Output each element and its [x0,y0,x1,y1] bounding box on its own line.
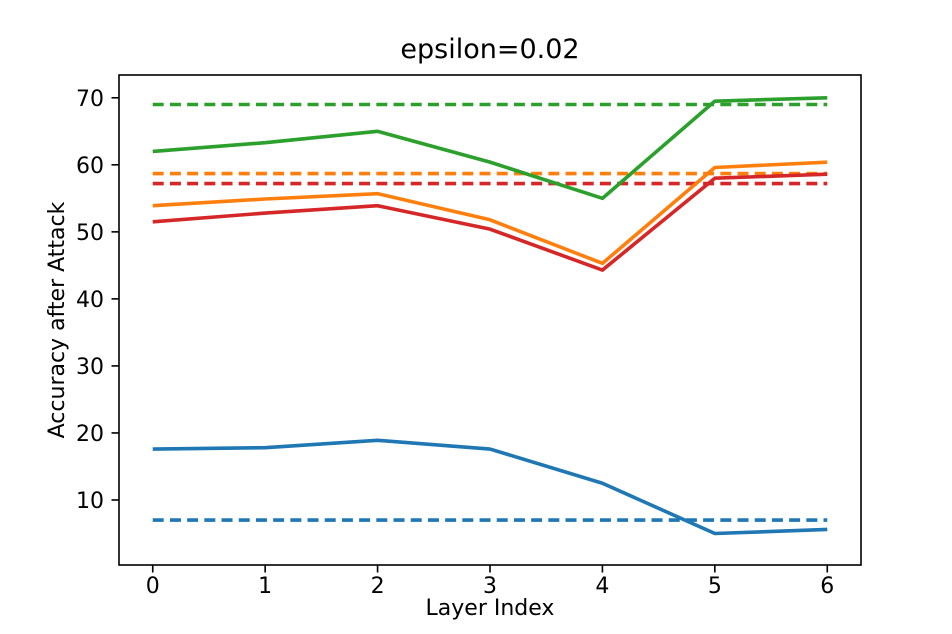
plot-area: 0 1 2 3 4 5 6 10 20 30 40 50 60 70 [76,74,862,599]
x-tick-label: 4 [595,574,609,599]
axes-spines [118,74,862,566]
y-tick-label: 10 [76,489,104,514]
y-axis-label: Accuracy after Attack [45,201,70,438]
x-axis-label: Layer Index [426,596,555,621]
green-solid [152,95,828,201]
x-tick-label: 0 [146,574,160,599]
x-tick-label: 6 [820,574,834,599]
y-tick-label: 30 [76,355,104,380]
x-tick-label: 2 [371,574,385,599]
y-tick-label: 20 [76,422,104,447]
x-tick-label: 3 [483,574,497,599]
y-tick-label: 70 [76,87,104,112]
y-tick-label: 50 [76,221,104,246]
blue-solid [152,438,828,536]
orange-solid [152,160,828,266]
x-tick-label: 1 [258,574,272,599]
y-tick-label: 60 [76,154,104,179]
red-solid [152,172,828,272]
y-tick-label: 40 [76,288,104,313]
chart-title: epsilon=0.02 [400,34,579,65]
x-tick-label: 5 [708,574,722,599]
